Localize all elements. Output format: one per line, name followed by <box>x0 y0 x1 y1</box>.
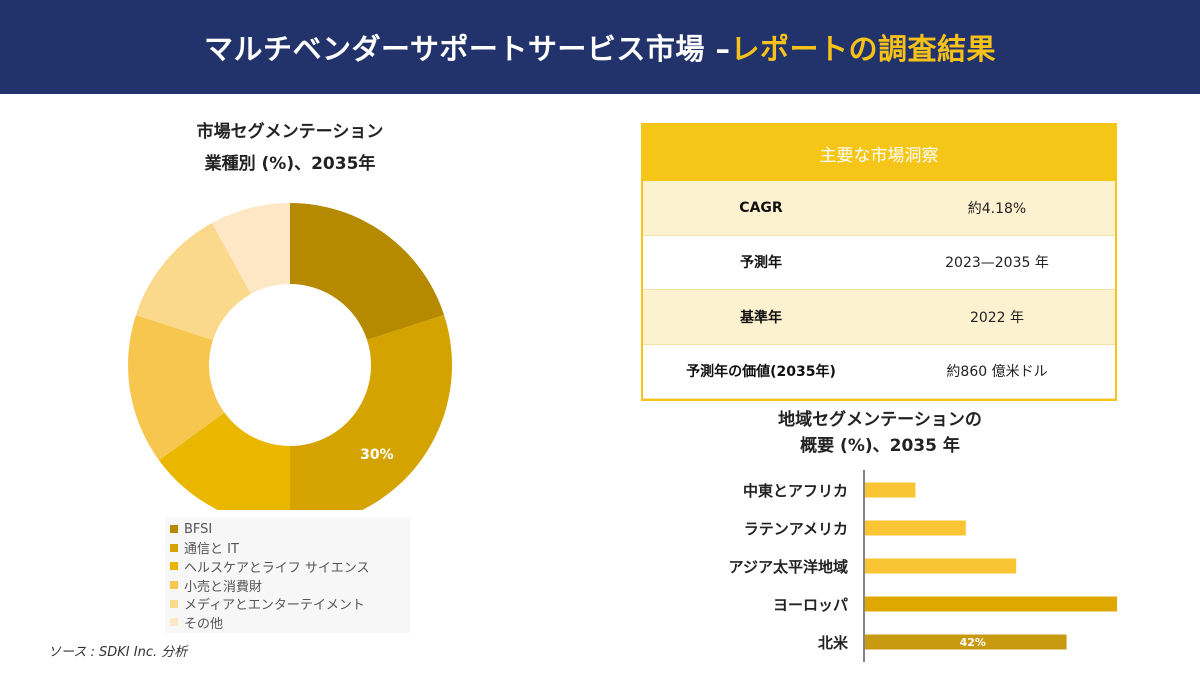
bar-chart-subtitle: 概要 (%)、2035 年 <box>800 436 960 456</box>
legend-swatch <box>170 581 178 590</box>
legend-label: その他 <box>184 616 224 632</box>
bar <box>865 520 966 536</box>
legend-label: 通信と IT <box>184 542 239 558</box>
title-main: マルチベンダーサポートサービス市場 – <box>203 32 731 66</box>
donut-slice <box>290 203 445 340</box>
insight-value: 2023—2035 年 <box>945 255 1049 272</box>
donut-slice <box>135 223 251 340</box>
bar-category-label: 北米 <box>818 634 849 652</box>
legend-label: BFSI <box>184 521 213 537</box>
donut-slice <box>290 314 452 510</box>
legend-item: ヘルスケアとライフ サイエンス <box>165 557 410 576</box>
legend-swatch <box>170 618 178 627</box>
insight-row-cagr: CAGR 約4.18% <box>643 181 1115 235</box>
insight-label: 基準年 <box>740 309 782 326</box>
donut-slice <box>158 412 290 510</box>
bar <box>865 558 1017 574</box>
donut-legend: BFSI 通信と IT ヘルスケアとライフ サイエンス 小売と消費財メディアとエンター… <box>165 518 410 633</box>
donut-chart-title: 市場セグメンテーション <box>196 122 384 142</box>
insight-label: 予測年の価値(2035年) <box>686 364 836 381</box>
legend-swatch <box>170 562 178 571</box>
bar-category-label: アジア太平洋地域 <box>729 558 848 576</box>
insight-value: 約860 億米ドル <box>946 364 1048 381</box>
title-accent: レポートの調査結果 <box>730 32 997 66</box>
bar <box>865 596 1117 612</box>
legend-item: BFSI <box>165 520 410 539</box>
bar <box>865 482 916 498</box>
legend-item: 通信と IT <box>165 539 410 558</box>
bar-category-label: ラテンアメリカ <box>744 520 848 538</box>
legend-label: メディアとエンターテイメント <box>184 598 365 614</box>
legend-item: その他 <box>165 613 410 632</box>
legend-swatch <box>170 599 178 608</box>
insight-value: 約4.18% <box>967 200 1027 217</box>
bar-category-label: ヨーロッパ <box>773 596 848 614</box>
legend-swatch <box>170 525 178 534</box>
legend-swatch <box>170 543 178 552</box>
donut-slice <box>127 314 225 461</box>
insight-row-forecast-value: 予測年の価値(2035年) 約860 億米ドル <box>643 343 1115 399</box>
report-header: マルチベンダーサポートサービス市場 –レポートの調査結果 <box>0 0 1200 94</box>
market-insights-table: 主要な市場洞察 CAGR 約4.18% 予測年 2023—2035 年 基準年 … <box>641 123 1117 401</box>
bar-data-label: 42% <box>960 636 986 649</box>
insight-row-base-year: 基準年 2022 年 <box>643 290 1115 344</box>
legend-item: メディアとエンターテイメント <box>165 594 410 613</box>
insight-label: CAGR <box>739 199 783 216</box>
industry-donut-chart: 30% <box>127 203 452 510</box>
legend-item: 小売と消費財 <box>165 576 410 595</box>
page-title: マルチベンダーサポートサービス市場 –レポートの調査結果 <box>204 26 996 68</box>
insights-header: 主要な市場洞察 <box>643 125 1115 181</box>
insight-value: 2022 年 <box>969 309 1025 326</box>
source-note: ソース : SDKI Inc. 分析 <box>48 645 188 660</box>
insight-row-forecast-years: 予測年 2023—2035 年 <box>643 234 1115 290</box>
insight-label: 予測年 <box>740 255 782 272</box>
donut-data-label: 30% <box>360 447 394 463</box>
bar-category-label: 中東とアフリカ <box>743 482 848 500</box>
donut-slice <box>211 203 290 295</box>
legend-label: 小売と消費財 <box>184 579 263 595</box>
donut-chart-subtitle: 業種別 (%)、2035年 <box>204 154 376 174</box>
legend-label: ヘルスケアとライフ サイエンス <box>184 560 370 576</box>
bar <box>865 634 1067 650</box>
bar-chart-title: 地域セグメンテーションの <box>778 410 982 430</box>
